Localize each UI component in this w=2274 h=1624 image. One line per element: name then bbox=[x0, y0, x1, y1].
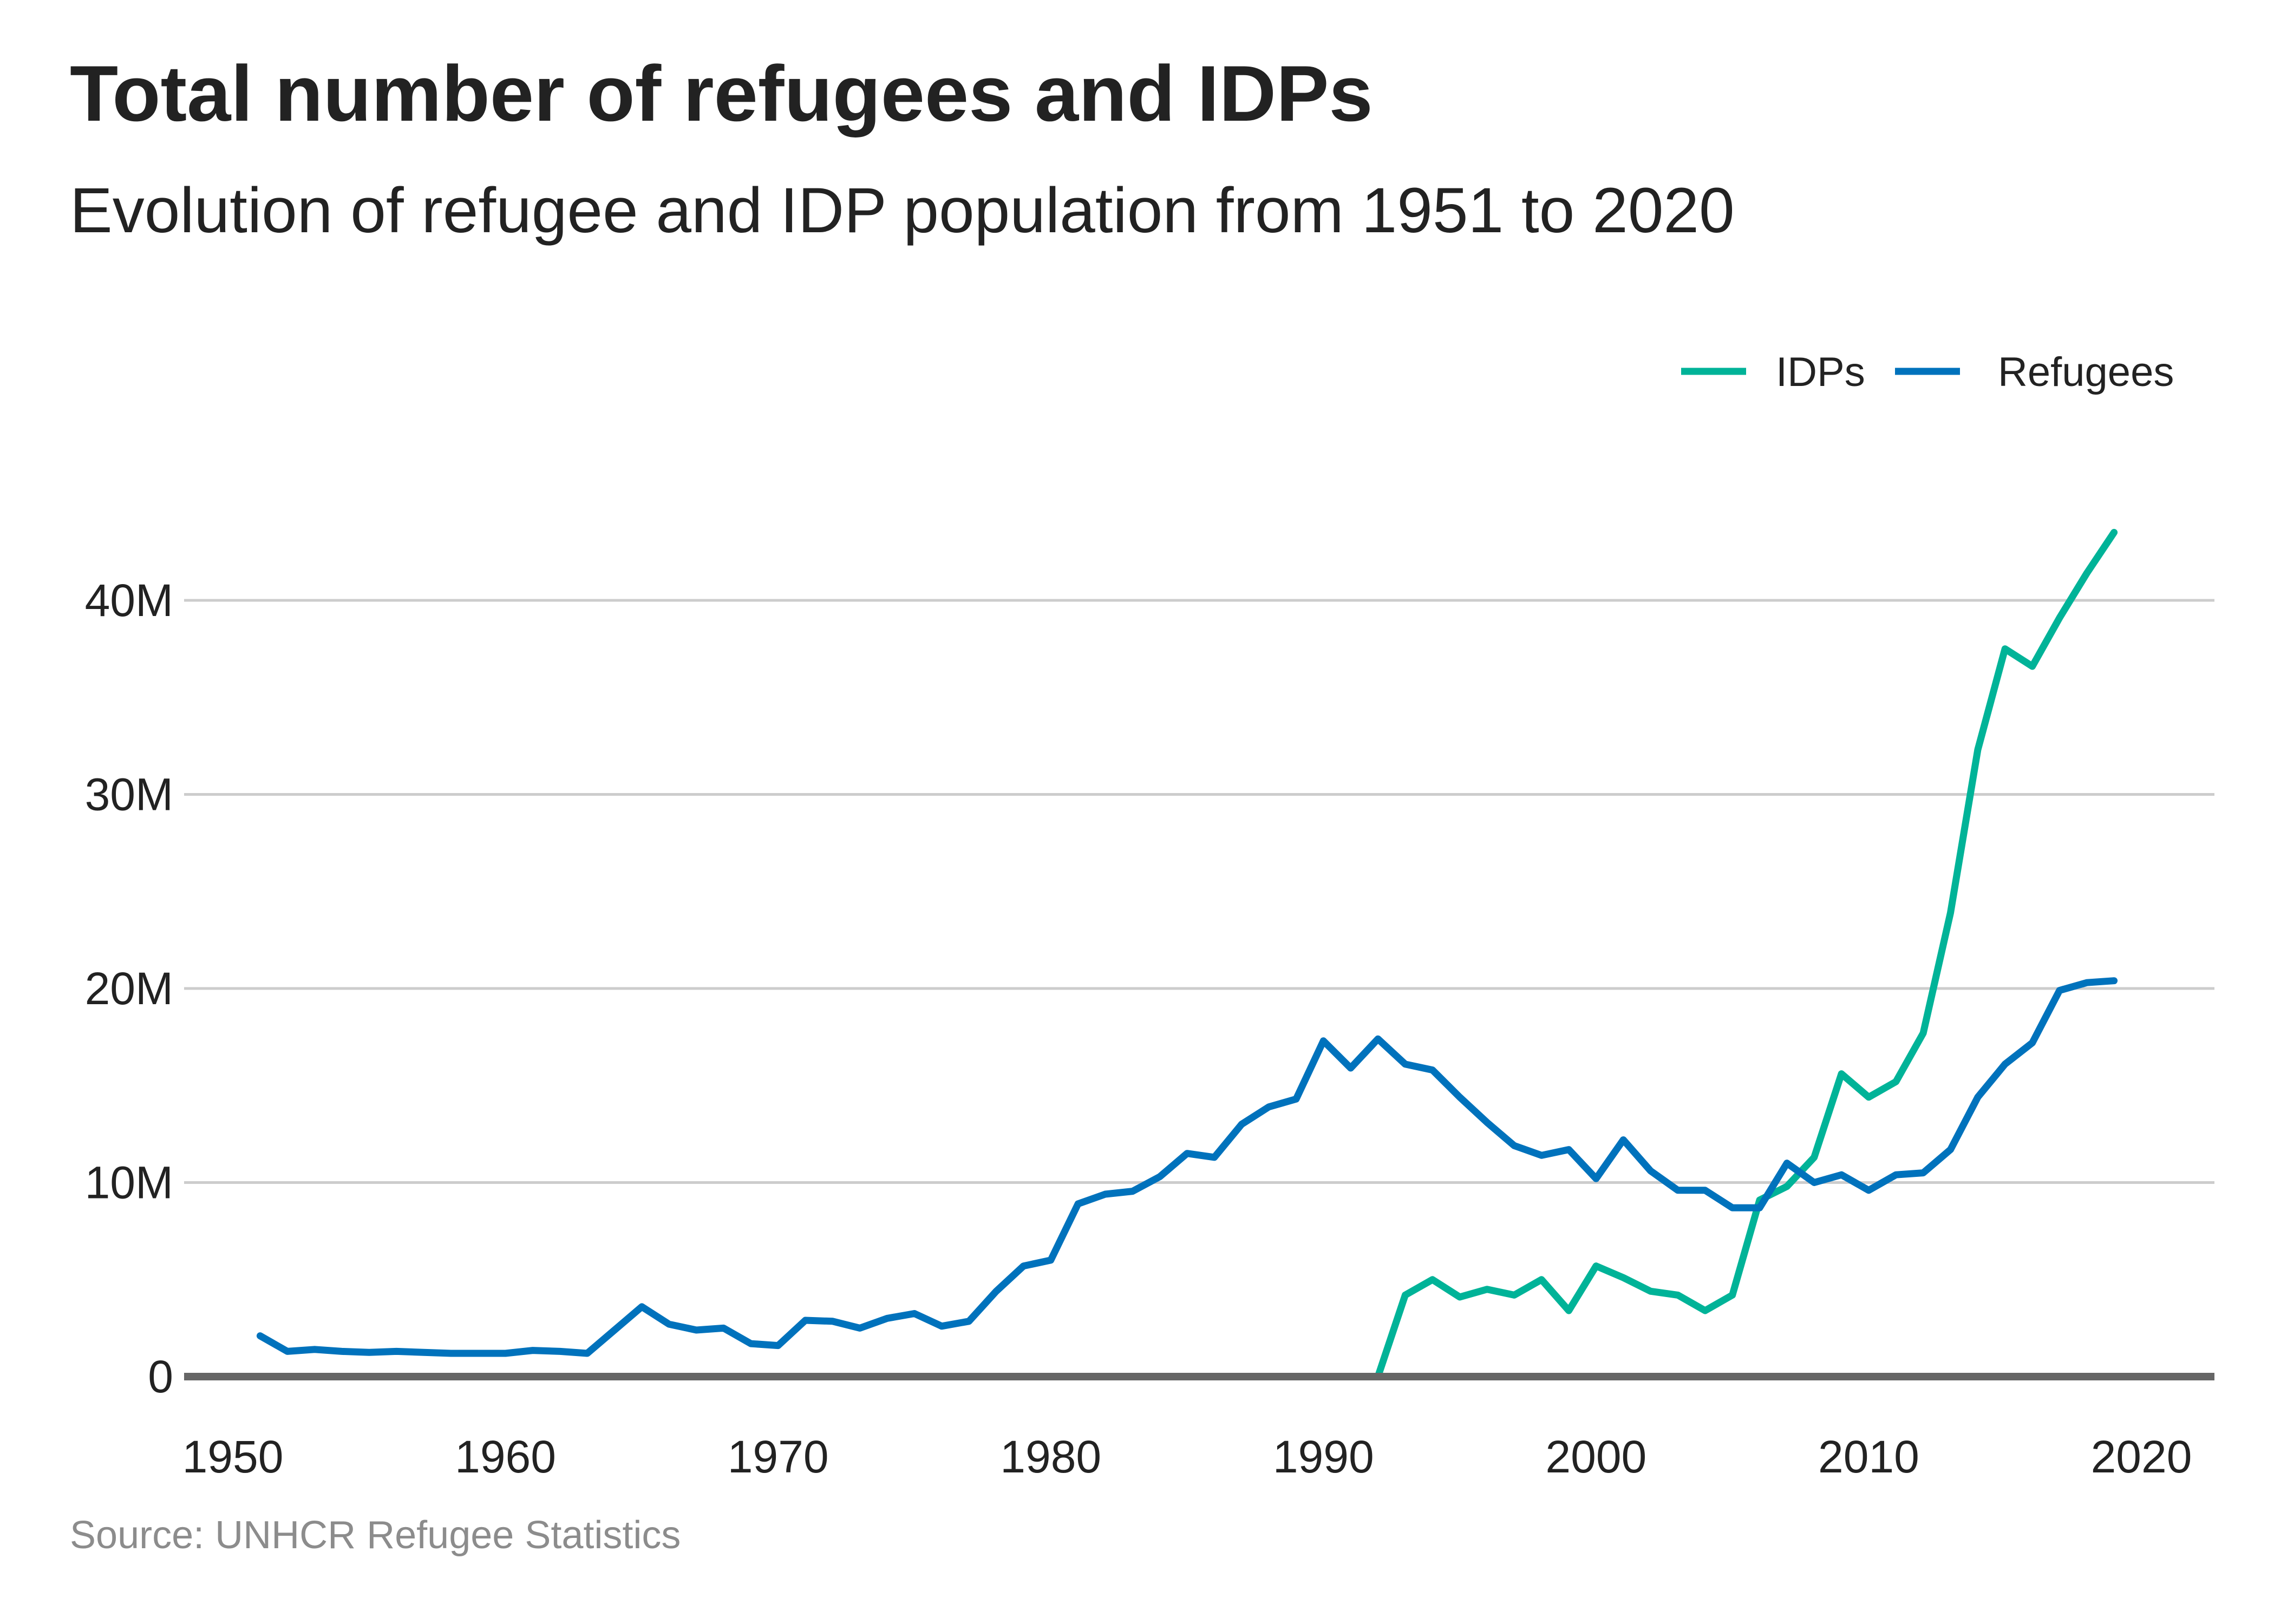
x-tick-label: 1960 bbox=[455, 1431, 556, 1482]
legend-item-idps: IDPs bbox=[1681, 349, 1865, 395]
gridlines bbox=[184, 599, 2214, 1184]
series-line-refugees bbox=[256, 977, 2118, 1357]
series-line-idps bbox=[1374, 529, 2118, 1380]
legend: IDPs Refugees bbox=[1681, 349, 2174, 395]
x-tick-label: 1950 bbox=[182, 1431, 284, 1482]
y-tick-label: 40M bbox=[85, 575, 173, 626]
x-tick-label: 1970 bbox=[728, 1431, 829, 1482]
y-tick-label: 10M bbox=[85, 1157, 173, 1208]
x-tick-label: 2010 bbox=[1818, 1431, 1919, 1482]
x-tick-label: 2020 bbox=[2091, 1431, 2192, 1482]
x-axis-tick-labels: 1950 1960 1970 1980 1990 2000 2010 2020 bbox=[182, 1431, 2192, 1482]
chart-subtitle: Evolution of refugee and IDP population … bbox=[70, 175, 1735, 246]
y-tick-label: 0 bbox=[148, 1351, 173, 1402]
y-tick-label: 20M bbox=[85, 963, 173, 1014]
legend-label: IDPs bbox=[1776, 349, 1865, 395]
y-tick-label: 30M bbox=[85, 769, 173, 820]
legend-label: Refugees bbox=[1998, 349, 2174, 395]
x-tick-label: 1980 bbox=[1000, 1431, 1101, 1482]
series-lines bbox=[256, 529, 2118, 1380]
y-axis-tick-labels: 0 10M 20M 30M 40M bbox=[85, 575, 173, 1402]
x-tick-label: 1990 bbox=[1273, 1431, 1374, 1482]
legend-item-refugees: Refugees bbox=[1895, 349, 2174, 395]
chart-source-note: Source: UNHCR Refugee Statistics bbox=[70, 1514, 681, 1557]
x-tick-label: 2000 bbox=[1545, 1431, 1646, 1482]
chart-title: Total number of refugees and IDPs bbox=[70, 49, 1373, 137]
